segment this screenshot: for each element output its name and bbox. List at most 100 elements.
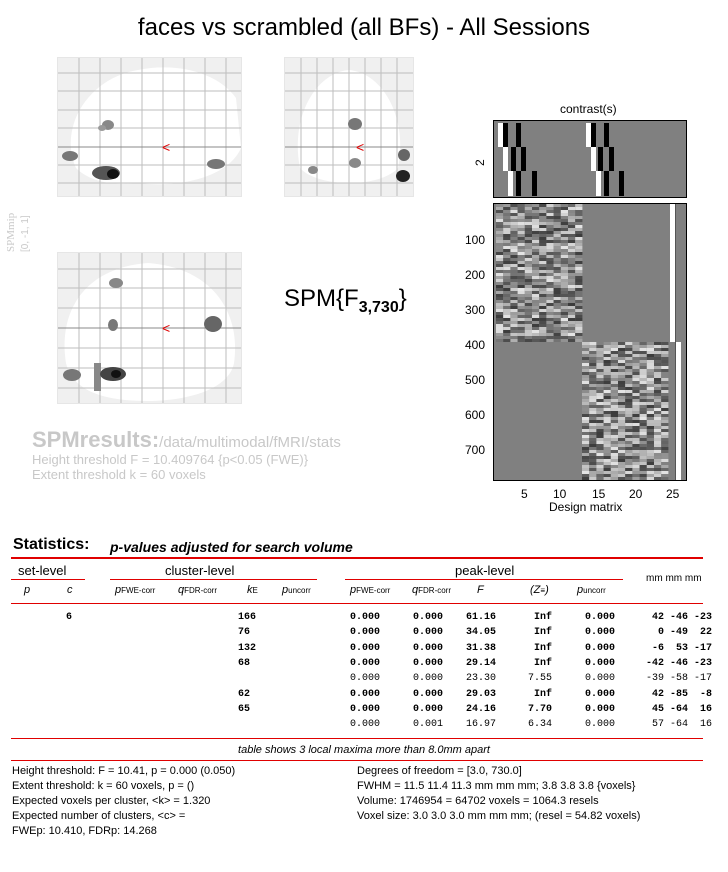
table-cell-z: 7.55 bbox=[527, 673, 552, 685]
col-ke: kE bbox=[247, 584, 258, 596]
mip-range: [0, -1, 1] bbox=[20, 215, 31, 252]
set-level-rule bbox=[11, 579, 85, 580]
table-cell-punc: 0.000 bbox=[585, 612, 616, 623]
mip-coronal-view[interactable]: < bbox=[284, 57, 414, 197]
statistics-subtitle: p-values adjusted for search volume bbox=[110, 539, 353, 555]
mip-sagittal-view[interactable]: < bbox=[57, 57, 242, 197]
col-peak-punc: puncorr bbox=[577, 584, 606, 596]
dm-ytick: 500 bbox=[464, 373, 485, 387]
table-cell-f: 34.05 bbox=[465, 627, 496, 639]
table-cell-pfwe: 0.000 bbox=[350, 688, 381, 700]
contrast-panel[interactable] bbox=[493, 120, 687, 198]
page-title: faces vs scrambled (all BFs) - All Sessi… bbox=[137, 14, 591, 41]
footer-extent-threshold: Extent threshold: k = 60 voxels, p = () bbox=[12, 780, 195, 792]
mip-label: SPMmip [0, -1, 1] bbox=[0, 186, 36, 266]
dm-ytick: 200 bbox=[464, 268, 485, 282]
table-row[interactable]: 68 0.000 0.000 29.14 Inf 0.000 -42 -46 -23 bbox=[0, 658, 728, 672]
table-cell-qfdr: 0.000 bbox=[413, 657, 444, 669]
footer-left: Height threshold: F = 10.41, p = 0.000 (… bbox=[12, 764, 235, 839]
dm-ytick: 600 bbox=[464, 408, 485, 422]
dm-xtick: 10 bbox=[553, 487, 567, 501]
svg-text:<: < bbox=[162, 139, 170, 155]
table-header-rule bbox=[11, 603, 703, 604]
table-cell-f: 23.30 bbox=[465, 673, 496, 685]
cluster-level-rule bbox=[110, 579, 317, 580]
footer-expected-voxels: Expected voxels per cluster, <k> = 1.320 bbox=[12, 795, 211, 807]
table-top-rule bbox=[11, 557, 703, 559]
footer-right: Degrees of freedom = [3.0, 730.0] FWHM =… bbox=[357, 764, 640, 824]
dm-ytick: 400 bbox=[464, 338, 485, 352]
results-extent-threshold: Extent threshold k = 60 voxels bbox=[32, 467, 206, 482]
table-cell-f: 29.14 bbox=[465, 657, 496, 669]
table-cell-f: 29.03 bbox=[465, 688, 496, 700]
table-row[interactable]: 76 0.000 0.000 34.05 Inf 0.000 0 -49 22 bbox=[0, 627, 728, 641]
footer-fwhm: FWHM = 11.5 11.4 11.3 mm mm mm; 3.8 3.8 … bbox=[357, 780, 636, 792]
table-cell-f: 31.38 bbox=[465, 642, 496, 654]
mip-label-text: SPMmip bbox=[5, 212, 17, 252]
contrast-label: contrast(s) bbox=[560, 102, 617, 116]
design-matrix-y-axis: 100 200 300 400 500 600 700 bbox=[455, 203, 491, 483]
results-path: /data/multimodal/fMRI/stats bbox=[159, 434, 341, 451]
table-cell-punc: 0.000 bbox=[585, 719, 616, 731]
table-cell-f: 16.97 bbox=[465, 719, 496, 731]
table-cell-pfwe: 0.000 bbox=[350, 627, 381, 639]
col-cluster-qfdr: qFDR-corr bbox=[178, 584, 218, 596]
table-cell-pfwe: 0.000 bbox=[350, 642, 381, 654]
dm-xtick: 5 bbox=[521, 487, 528, 501]
table-cell-punc: 0.000 bbox=[585, 688, 616, 700]
spm-statistic-label: SPM{F3,730} bbox=[284, 285, 407, 317]
table-cell-ke: 132 bbox=[238, 642, 257, 654]
table-cell-qfdr: 0.000 bbox=[413, 688, 444, 700]
design-matrix[interactable] bbox=[493, 203, 687, 481]
svg-text:<: < bbox=[162, 320, 170, 336]
spm-stat-prefix: SPM{F bbox=[284, 285, 359, 312]
table-row[interactable]: 0.000 0.001 16.97 6.34 0.000 57 -64 16 bbox=[0, 719, 728, 733]
table-cell-z: Inf bbox=[533, 627, 552, 639]
col-c: c bbox=[67, 584, 73, 596]
table-cell-ke: 62 bbox=[238, 688, 251, 700]
table-bottom-rule bbox=[11, 738, 703, 739]
mm-header: mm mm mm bbox=[646, 573, 702, 584]
table-cell-pfwe: 0.000 bbox=[350, 612, 381, 623]
table-cell-c: 6 bbox=[66, 612, 73, 623]
table-cell-pfwe: 0.000 bbox=[350, 719, 381, 731]
dm-ytick: 100 bbox=[464, 233, 485, 247]
table-row[interactable]: 62 0.000 0.000 29.03 Inf 0.000 42 -85 -8 bbox=[0, 689, 728, 703]
mip-axial-view[interactable]: < bbox=[57, 252, 242, 404]
peak-level-header: peak-level bbox=[455, 563, 515, 578]
results-heading: SPMresults:/data/multimodal/fMRI/stats bbox=[32, 427, 341, 453]
table-row[interactable]: 65 0.000 0.000 24.16 7.70 0.000 45 -64 16 bbox=[0, 704, 728, 718]
dm-xtick: 20 bbox=[629, 487, 643, 501]
peak-level-rule bbox=[345, 579, 623, 580]
table-cell-xyz: 0 -49 22 bbox=[657, 627, 712, 639]
table-cell-xyz: 57 -64 16 bbox=[651, 719, 712, 731]
contrast-tick: 2 bbox=[472, 152, 492, 172]
table-cell-xyz: -6 53 -17 bbox=[651, 642, 712, 654]
table-row[interactable]: 6 166 0.000 0.000 61.16 Inf 0.000 42 -46 -23 bbox=[0, 612, 728, 626]
col-f: F bbox=[477, 584, 484, 596]
footer-expected-clusters: Expected number of clusters, <c> = bbox=[12, 810, 186, 822]
dm-ytick: 700 bbox=[464, 443, 485, 457]
table-cell-pfwe: 0.000 bbox=[350, 703, 381, 715]
table-cell-punc: 0.000 bbox=[585, 642, 616, 654]
table-note: table shows 3 local maxima more than 8.0… bbox=[238, 744, 490, 756]
table-cell-z: 6.34 bbox=[527, 719, 552, 731]
dm-xtick: 25 bbox=[666, 487, 680, 501]
table-cell-xyz: -39 -58 -17 bbox=[645, 673, 712, 685]
table-cell-f: 61.16 bbox=[465, 612, 496, 623]
table-cell-qfdr: 0.000 bbox=[413, 627, 444, 639]
table-cell-ke: 65 bbox=[238, 703, 251, 715]
col-peak-qfdr: qFDR-corr bbox=[412, 584, 452, 596]
table-row[interactable]: 132 0.000 0.000 31.38 Inf 0.000 -6 53 -17 bbox=[0, 643, 728, 657]
table-row[interactable]: 0.000 0.000 23.30 7.55 0.000 -39 -58 -17 bbox=[0, 673, 728, 687]
col-cluster-pfwe: pFWE-corr bbox=[115, 584, 156, 596]
table-cell-z: Inf bbox=[533, 612, 552, 623]
table-cell-xyz: 42 -46 -23 bbox=[651, 612, 712, 623]
table-cell-xyz: -42 -46 -23 bbox=[645, 657, 712, 669]
spm-stat-df: 3,730 bbox=[358, 299, 399, 316]
results-table-body: 6 166 0.000 0.000 61.16 Inf 0.000 42 -46 -23 76 0… bbox=[0, 612, 728, 732]
table-cell-xyz: 42 -85 -8 bbox=[651, 688, 712, 700]
footer-voxel-size: Voxel size: 3.0 3.0 3.0 mm mm mm; (resel… bbox=[357, 810, 641, 822]
dm-xtick: 15 bbox=[592, 487, 606, 501]
spm-stat-suffix: } bbox=[398, 285, 407, 312]
